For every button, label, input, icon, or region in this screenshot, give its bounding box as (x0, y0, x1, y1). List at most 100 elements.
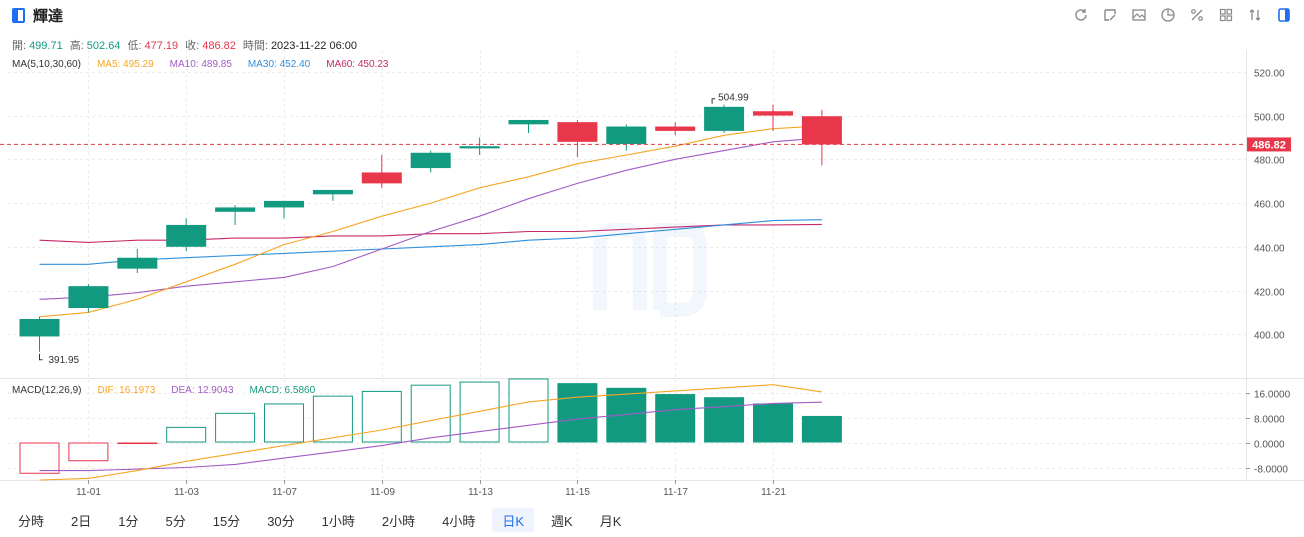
tab-2h[interactable]: 2小時 (381, 513, 416, 529)
high-value: 502.64 (86, 40, 121, 52)
x-tick-label: 11-03 (174, 487, 199, 498)
macd-tick-label: -8.0000 (1254, 465, 1288, 476)
high-pointer (711, 98, 716, 104)
tab-2d[interactable]: 2日 (71, 513, 92, 529)
current-price-badge (1247, 137, 1291, 152)
ma10-line (39, 137, 822, 300)
macd-tick-label: 8.0000 (1254, 415, 1285, 426)
candle-up (19, 318, 60, 337)
candle-down (361, 172, 402, 184)
close-value: 486.82 (202, 40, 236, 52)
price-tick-label: 400.00 (1254, 331, 1285, 342)
current-price-label: 486.82 (1252, 139, 1286, 151)
ma10-legend: MA10: 489.85 (169, 59, 232, 70)
candle-up (68, 286, 109, 309)
sidebar-toggle-icon[interactable] (12, 8, 25, 23)
macd-bar (264, 403, 304, 443)
tab-day[interactable]: 日K (492, 508, 535, 532)
percent-icon[interactable] (1182, 4, 1211, 26)
macd-bar (606, 387, 647, 443)
high-info: 高: 502.64 (69, 40, 121, 52)
x-tick-label: 11-07 (272, 487, 297, 498)
macd-bar (753, 403, 793, 443)
macd-bar (166, 426, 207, 443)
dif-legend: DIF: 16.1973 (97, 385, 156, 396)
close-info: 收: 486.82 (185, 40, 236, 52)
draw-icon[interactable] (1095, 4, 1124, 26)
candlestick-chart[interactable]: 520.00 500.00 480.00 460.00 440.00 420.00 400.… (0, 0, 1304, 505)
price-tick-label: 420.00 (1254, 288, 1285, 299)
low-pointer (39, 353, 43, 361)
ma60-legend: MA60: 450.23 (326, 59, 389, 70)
candle-up (606, 126, 647, 145)
macd-bar (655, 394, 696, 443)
ma-legend-title: MA(5,10,30,60) (12, 59, 81, 70)
low-annotation: 391.95 (49, 355, 80, 366)
macd-bar (704, 397, 745, 443)
x-tick-label: 11-15 (565, 487, 590, 498)
candle-down (655, 126, 696, 131)
price-tick-label: 520.00 (1254, 69, 1285, 80)
low-value: 477.19 (144, 40, 179, 52)
chart-header: 輝達 (0, 0, 1304, 30)
tab-month[interactable]: 月K (599, 513, 622, 529)
ma-legend: MA(5,10,30,60) MA5: 495.29 MA10: 489.85 … (12, 59, 388, 70)
candle-up (166, 224, 207, 247)
x-tick-label: 11-17 (663, 487, 688, 498)
macd-bar (557, 383, 598, 443)
refresh-icon[interactable] (1066, 4, 1095, 26)
tab-1h[interactable]: 1小時 (321, 513, 355, 529)
sort-icon[interactable] (1240, 4, 1269, 26)
candle-up (312, 189, 353, 195)
ohlc-info: 開: 499.71 高: 502.64 低: 477.19 收: 486.82 時間: 2… (12, 37, 357, 53)
x-tick-label: 11-09 (370, 487, 395, 498)
macd-bar (215, 412, 256, 443)
tab-30m[interactable]: 30分 (267, 513, 295, 529)
macd-bar (410, 384, 451, 443)
candle-up (264, 200, 304, 208)
macd-legend: MACD(12,26,9) DIF: 16.1973 DEA: 12.9043 … (12, 385, 315, 396)
title-group: 輝達 (12, 5, 63, 26)
candle-up (117, 257, 158, 269)
macd-bar (801, 415, 842, 443)
macd-bar (508, 378, 549, 443)
ma5-legend: MA5: 495.29 (96, 59, 154, 70)
macd-tick-label: 16.0000 (1254, 390, 1291, 401)
macd-legend-title: MACD(12,26,9) (12, 385, 82, 396)
dif-line (39, 384, 822, 481)
candle-up (459, 146, 500, 149)
time-value: 2023-11-22 06:00 (270, 40, 357, 52)
low-info: 低: 477.19 (127, 40, 179, 52)
macd-value-legend: MACD: 6.5860 (249, 385, 316, 396)
tab-5m[interactable]: 5分 (165, 513, 186, 529)
macd-bar (312, 395, 353, 443)
open-value: 499.71 (29, 40, 63, 52)
candle-up (704, 106, 745, 131)
tab-15m[interactable]: 15分 (212, 513, 241, 529)
x-tick-label: 11-21 (761, 487, 786, 498)
pie-icon[interactable] (1153, 4, 1182, 26)
grid-icon[interactable] (1211, 4, 1240, 26)
ma30-legend: MA30: 452.40 (247, 59, 311, 70)
stock-title: 輝達 (33, 8, 64, 25)
macd-bar (361, 390, 402, 443)
price-tick-label: 440.00 (1254, 244, 1285, 255)
ma5-line (39, 125, 822, 318)
high-annotation: 504.99 (718, 93, 749, 104)
macd-tick-label: 0.0000 (1254, 440, 1285, 451)
tab-1m[interactable]: 1分 (118, 513, 139, 529)
x-tick-label: 11-01 (76, 487, 101, 498)
macd-bar (19, 442, 60, 474)
open-info: 開: 499.71 (12, 40, 63, 52)
panel-toggle-icon[interactable] (1269, 4, 1298, 26)
period-tabs: 分時 2日 1分 5分 15分 30分 1小時 2小時 4小時 日K 週K 月K (8, 508, 638, 532)
candle-up (410, 152, 451, 169)
image-icon[interactable] (1124, 4, 1153, 26)
tab-fenshi[interactable]: 分時 (18, 513, 45, 529)
price-tick-label: 480.00 (1254, 156, 1285, 167)
dea-line (39, 401, 822, 472)
tab-4h[interactable]: 4小時 (442, 513, 476, 529)
candle-up (215, 207, 256, 212)
tab-week[interactable]: 週K (551, 513, 573, 529)
price-tick-label: 460.00 (1254, 200, 1285, 211)
